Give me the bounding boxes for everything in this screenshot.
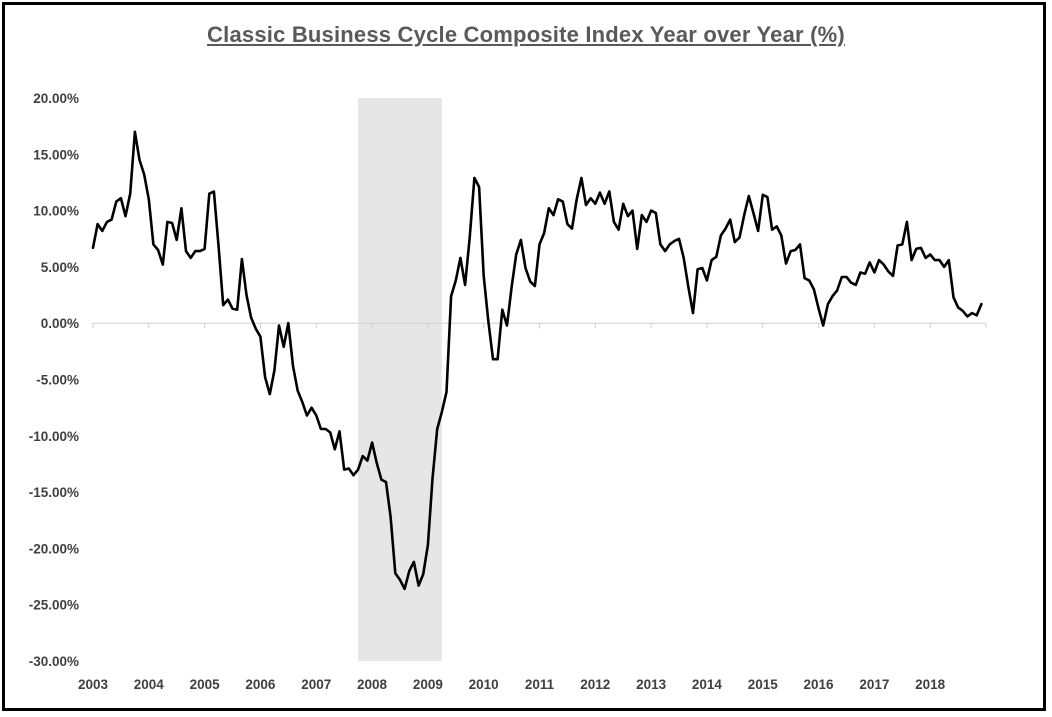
chart-title: Classic Business Cycle Composite Index Y…: [207, 22, 845, 47]
y-tick-label: -20.00%: [29, 541, 79, 556]
x-tick-label: 2014: [692, 677, 723, 692]
y-tick-label: 0.00%: [41, 316, 79, 331]
y-tick-label: -30.00%: [29, 654, 79, 669]
x-tick-label: 2013: [636, 677, 667, 692]
x-tick-label: 2007: [301, 677, 331, 692]
x-tick-label: 2015: [748, 677, 779, 692]
x-tick-label: 2010: [469, 677, 499, 692]
y-tick-label: 20.00%: [33, 91, 79, 106]
x-tick-label: 2009: [413, 677, 443, 692]
x-tick-label: 2011: [525, 677, 555, 692]
y-tick-label: 5.00%: [41, 260, 79, 275]
y-tick-label: -25.00%: [29, 598, 79, 613]
x-tick-label: 2008: [357, 677, 388, 692]
y-tick-label: -10.00%: [29, 429, 79, 444]
y-tick-label: -15.00%: [29, 485, 79, 500]
series-line-0: [91, 130, 983, 591]
x-tick-label: 2016: [804, 677, 835, 692]
x-tick-label: 2006: [245, 677, 276, 692]
y-tick-label: 10.00%: [33, 204, 79, 219]
x-tick-label: 2017: [859, 677, 889, 692]
recession-shading: [358, 98, 442, 661]
x-tick-label: 2005: [190, 677, 221, 692]
x-tick-label: 2018: [915, 677, 946, 692]
x-tick-label: 2012: [580, 677, 610, 692]
y-tick-label: -5.00%: [36, 373, 79, 388]
y-tick-label: 15.00%: [33, 147, 79, 162]
x-tick-label: 2003: [78, 677, 109, 692]
x-tick-label: 2004: [134, 677, 165, 692]
